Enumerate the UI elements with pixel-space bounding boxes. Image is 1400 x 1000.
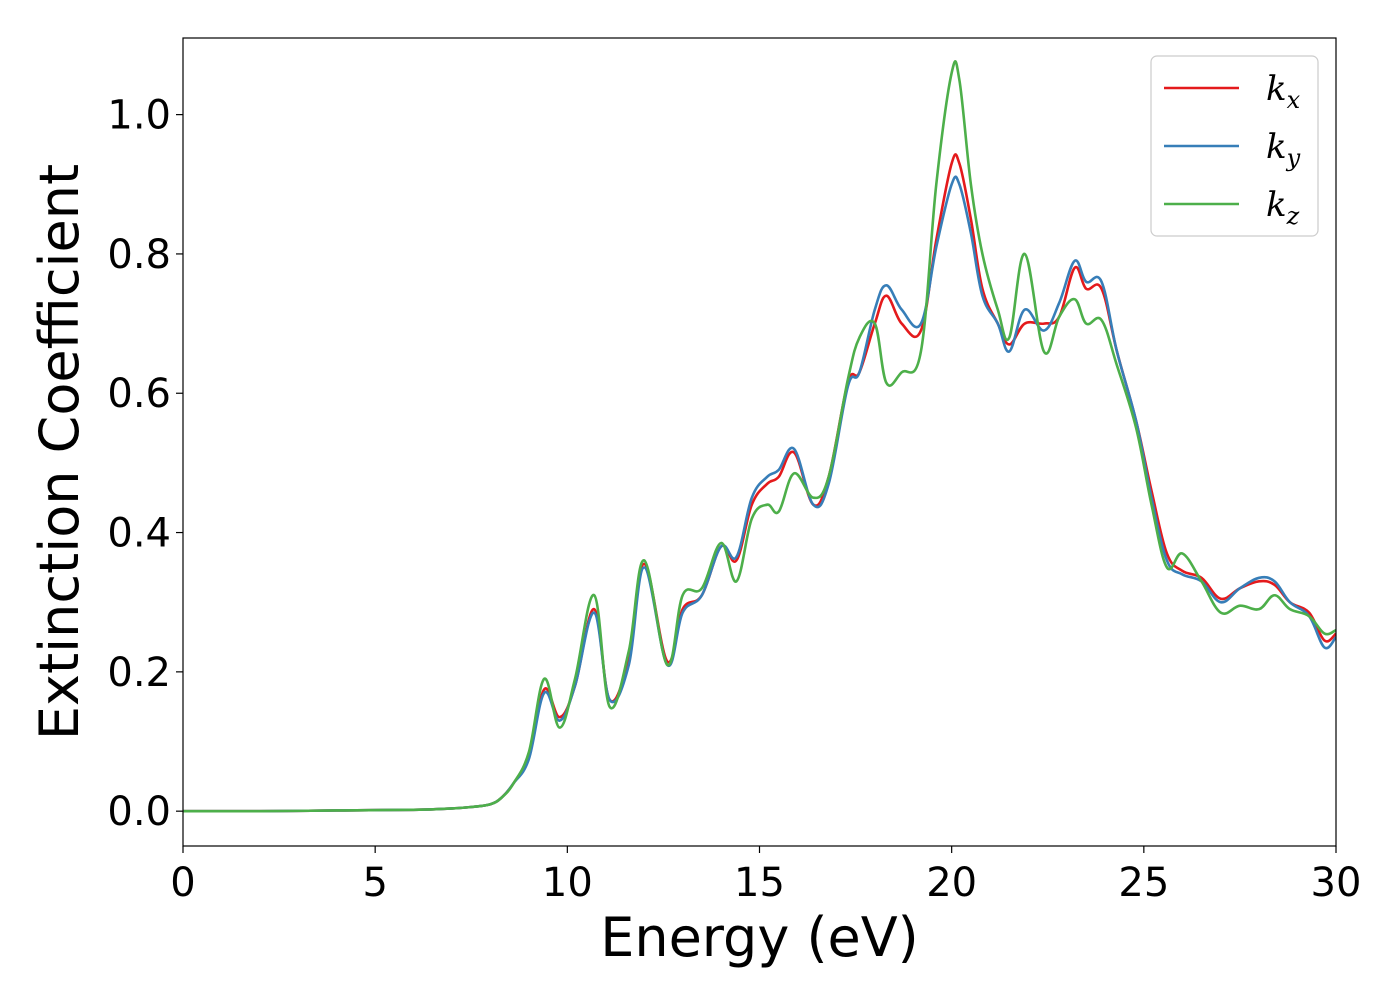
- y-tick-label: 0.2: [107, 650, 171, 696]
- y-tick-label: 0.0: [107, 789, 171, 835]
- legend-label: kx: [1266, 69, 1301, 114]
- x-tick-label: 15: [734, 860, 785, 906]
- x-tick-label: 10: [542, 860, 593, 906]
- legend: kx ky kz: [1150, 55, 1319, 237]
- y-tick-label: 0.8: [107, 232, 171, 278]
- x-tick-label: 0: [170, 860, 195, 906]
- x-tick-label: 20: [926, 860, 977, 906]
- series-line-k-x: [183, 153, 1336, 813]
- series-layer: [183, 60, 1336, 813]
- x-tick-label: 25: [1118, 860, 1169, 906]
- y-tick-label: 0.4: [107, 511, 171, 557]
- legend-label: ky: [1266, 127, 1301, 172]
- x-tick-label: 5: [362, 860, 387, 906]
- y-axis-ticks: 0.0 0.2 0.4 0.6 0.8 1.0: [107, 93, 183, 835]
- y-tick-label: 1.0: [107, 93, 171, 139]
- series-line-k-z: [183, 60, 1336, 813]
- x-tick-label: 30: [1311, 860, 1362, 906]
- y-axis-label: Extinction Coefficient: [28, 164, 91, 740]
- x-axis-label: Energy (eV): [600, 906, 919, 969]
- y-tick-label: 0.6: [107, 371, 171, 417]
- legend-label: kz: [1266, 185, 1300, 230]
- x-axis-ticks: 0 5 10 15 20 25 30: [170, 846, 1361, 906]
- series-line-k-y: [183, 175, 1336, 813]
